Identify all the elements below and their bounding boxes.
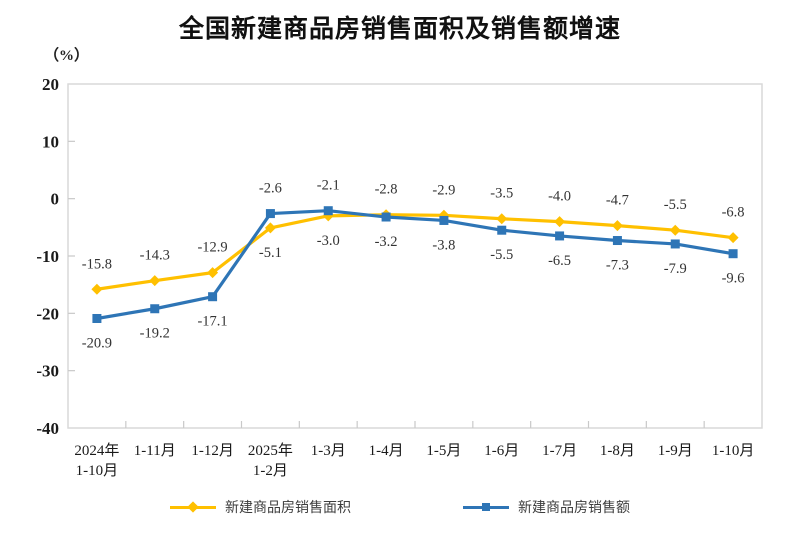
y-tick-label: 20 [42,75,59,94]
x-category-label: 1-4月 [369,443,404,459]
x-category-label: 2024年 1-10月 [74,442,119,479]
diamond-marker [496,213,508,225]
square-marker [439,215,449,225]
data-label: -7.9 [664,261,687,277]
x-category-label: 1-6月 [484,443,519,459]
chart-title: 全国新建商品房销售面积及销售额增速 [178,15,621,43]
legend-label-sales-amount: 新建商品房销售额 [518,499,630,515]
square-marker [92,313,102,323]
diamond-marker [611,220,623,232]
x-category-label: 2025年 1-2月 [248,442,293,479]
data-label: -2.6 [259,181,282,197]
data-label: -9.6 [722,271,745,287]
legend-item-sales-area: 新建商品房销售面积 [170,497,351,517]
diamond-marker [727,232,739,244]
square-marker [265,209,275,219]
diamond-marker [669,224,681,236]
data-label: -5.1 [259,245,282,261]
y-tick-label: 10 [42,132,59,151]
data-label: -5.5 [490,247,513,263]
data-label: -3.5 [490,186,513,202]
x-category-label: 1-10月 [712,443,755,459]
legend-label-sales-area: 新建商品房销售面积 [225,499,351,515]
x-category-label: 1-8月 [600,443,635,459]
data-label: -17.1 [197,314,227,330]
series-line-1 [96,209,734,321]
x-category-label: 1-3月 [311,443,346,459]
data-label: -4.7 [606,193,629,209]
data-label: -2.8 [375,182,398,198]
diamond-marker [91,283,103,295]
legend-item-sales-amount: 新建商品房销售额 [463,497,630,517]
data-label: -5.5 [664,197,687,213]
sales-area-series-icon [170,501,216,513]
series-line-0 [96,213,734,291]
chart-legend: 新建商品房销售面积 新建商品房销售额 [0,497,800,517]
x-category-label: 1-5月 [426,443,461,459]
data-label: -12.9 [197,240,227,256]
data-label: -14.3 [140,248,170,264]
y-tick-label: -30 [36,362,59,381]
data-label: -2.9 [432,182,455,198]
data-label: -3.2 [375,234,398,250]
data-label: -3.0 [317,233,340,249]
data-label: -20.9 [82,335,112,351]
x-category-label: 1-12月 [191,443,234,459]
diamond-marker [207,267,219,279]
x-category-label: 1-9月 [658,443,693,459]
square-marker [150,304,160,314]
diamond-marker [264,222,276,234]
diamond-marker-icon [187,501,199,513]
y-tick-label: -10 [36,247,59,266]
square-marker [381,212,391,222]
diamond-marker [554,216,566,228]
y-tick-label: 0 [51,190,60,209]
x-category-label: 1-11月 [134,443,176,459]
y-tick-label: -40 [36,419,59,438]
square-marker [612,236,622,246]
square-marker [728,249,738,259]
square-marker [555,231,565,241]
data-label: -15.8 [82,256,112,272]
square-marker [208,292,218,302]
data-label: -6.8 [722,205,745,221]
square-marker-icon [482,503,490,511]
data-label: -7.3 [606,258,629,274]
diamond-marker [149,275,161,287]
plot-frame [67,83,763,429]
data-label: -6.5 [548,253,571,269]
y-axis-unit-label: （%） [44,48,90,64]
square-marker [497,225,507,235]
square-marker [670,239,680,249]
sales-amount-series-icon [463,503,509,511]
x-category-label: 1-7月 [542,443,577,459]
y-tick-label: -20 [36,304,59,323]
data-label: -19.2 [140,326,170,342]
data-label: -2.1 [317,178,340,194]
square-marker [323,206,333,216]
data-label: -4.0 [548,189,571,205]
data-label: -3.8 [432,237,455,253]
